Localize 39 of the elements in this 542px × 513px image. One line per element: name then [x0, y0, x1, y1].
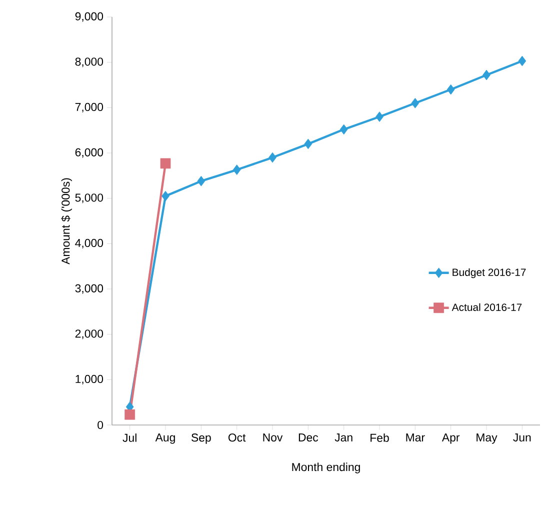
point	[162, 190, 170, 202]
point	[411, 98, 420, 108]
x-tick-label: Jun	[513, 434, 531, 442]
x-tick-label: Feb	[370, 434, 389, 442]
y-axis-title: Amount $ ('000s)	[61, 178, 72, 264]
y-tick-label: 5,000	[75, 194, 104, 204]
x-tick-label: Oct	[228, 434, 246, 442]
x-tick-label: Nov	[263, 434, 283, 442]
y-tick-label: 0	[98, 420, 104, 430]
x-tick-label: Dec	[298, 434, 318, 442]
y-tick-label: 1,000	[76, 374, 104, 384]
legend-label: Budget 2016-17	[452, 268, 526, 278]
x-tick-label: Apr	[442, 434, 460, 444]
point	[232, 164, 241, 175]
y-tick-label: 9,000	[75, 12, 104, 22]
y-tick-label: 3,000	[75, 284, 104, 294]
point	[160, 158, 171, 169]
point	[304, 138, 312, 150]
point	[340, 124, 348, 135]
x-tick-label: Mar	[406, 434, 425, 442]
y-tick-label: 8,000	[75, 58, 104, 68]
legend-label: Actual 2016-17	[452, 303, 522, 311]
x-tick-label: Jul	[122, 434, 136, 442]
x-tick-label: Sep	[191, 434, 211, 444]
point	[482, 70, 490, 80]
x-tick-label: Jan	[334, 434, 352, 442]
y-tick-label: 6,000	[75, 148, 104, 158]
point	[268, 152, 276, 163]
x-tick-label: May	[476, 434, 498, 444]
y-tick-label: 2,000	[75, 330, 104, 340]
y-tick-label: 7,000	[75, 102, 104, 112]
point	[197, 176, 206, 186]
y-tick-label: 4,000	[75, 238, 104, 248]
point	[518, 56, 526, 66]
point	[446, 84, 455, 95]
point	[124, 409, 136, 420]
x-axis-title: Month ending	[292, 462, 360, 474]
point	[376, 112, 384, 122]
x-tick-label: Aug	[155, 434, 175, 444]
